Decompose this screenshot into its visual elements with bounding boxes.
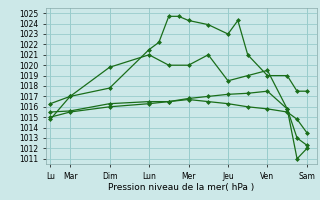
X-axis label: Pression niveau de la mer( hPa ): Pression niveau de la mer( hPa ) bbox=[108, 183, 255, 192]
